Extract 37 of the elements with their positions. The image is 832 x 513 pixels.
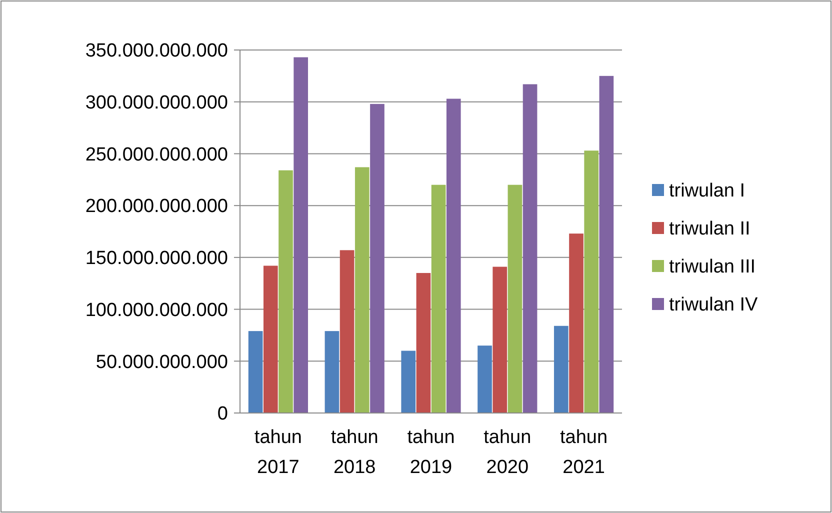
x-tick-label: tahun 2019 (407, 427, 455, 478)
x-tick-label: tahun 2021 (560, 427, 608, 478)
bar (354, 167, 370, 413)
bar (478, 346, 492, 413)
y-tick-label: 0 (217, 404, 228, 425)
y-tick-label: 200.000.000.000 (85, 196, 228, 218)
legend-label: triwulan IV (669, 294, 758, 316)
x-tick-label: tahun 2017 (254, 427, 302, 478)
bar (554, 326, 568, 413)
y-tick-label: 300.000.000.000 (85, 92, 228, 114)
bar (294, 57, 308, 413)
bar (324, 331, 340, 413)
bar (584, 150, 599, 413)
y-tick-label: 50.000.000.000 (96, 352, 228, 373)
legend-label: triwulan I (669, 180, 746, 202)
bar (278, 170, 293, 413)
legend-label: triwulan II (669, 218, 750, 240)
bar (569, 234, 584, 413)
x-tick-label: tahun 2018 (330, 427, 378, 478)
bar (492, 266, 508, 413)
y-tick-label: 150.000.000.000 (85, 248, 228, 270)
bar (508, 184, 522, 413)
bar (522, 84, 538, 413)
x-tick-label: tahun 2020 (484, 427, 532, 478)
bar (446, 98, 461, 413)
legend-label: triwulan III (669, 256, 756, 278)
bar (416, 272, 431, 413)
y-tick-label: 350.000.000.000 (85, 40, 228, 62)
bar (263, 266, 278, 413)
bar (431, 184, 446, 413)
bar (599, 76, 614, 413)
bar (370, 104, 384, 413)
y-tick-label: 250.000.000.000 (85, 144, 228, 166)
bar (248, 331, 263, 413)
bar (340, 250, 354, 413)
bar (401, 350, 416, 413)
y-tick-label: 100.000.000.000 (85, 300, 228, 321)
